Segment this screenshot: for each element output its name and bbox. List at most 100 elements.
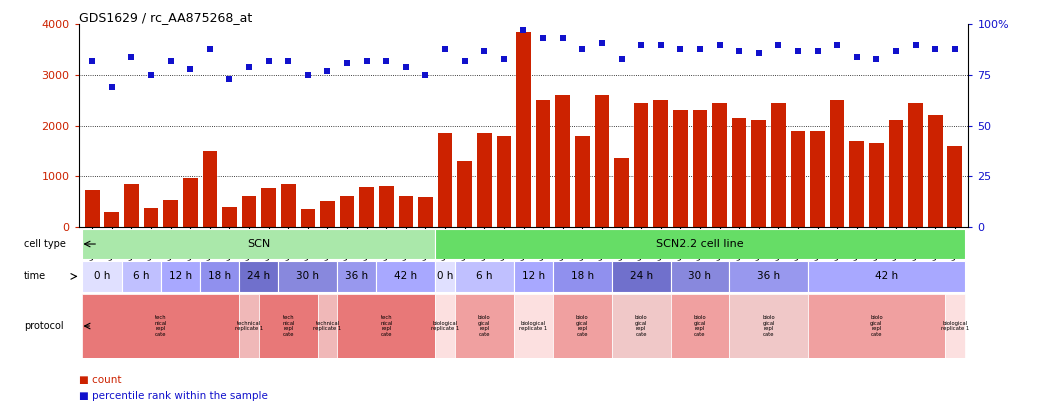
Bar — [514, 261, 553, 292]
Point — [476, 47, 493, 54]
Bar — [320, 202, 335, 227]
Bar — [161, 261, 200, 292]
Text: biological
replicate 1: biological replicate 1 — [431, 321, 460, 331]
Bar — [712, 103, 727, 227]
Bar — [240, 294, 259, 358]
Point — [868, 55, 885, 62]
Bar — [317, 294, 337, 358]
Bar — [849, 141, 864, 227]
Text: 6 h: 6 h — [476, 271, 492, 281]
Bar — [222, 207, 237, 227]
Text: 0 h: 0 h — [94, 271, 110, 281]
Text: tech
nical
repl
cate: tech nical repl cate — [155, 315, 168, 337]
Bar — [633, 103, 648, 227]
Point — [652, 41, 669, 48]
Bar — [496, 136, 511, 227]
Text: protocol: protocol — [24, 321, 63, 331]
Bar — [595, 95, 609, 227]
Bar — [85, 190, 99, 227]
Text: 6 h: 6 h — [133, 271, 150, 281]
Point — [201, 45, 218, 52]
Point — [888, 47, 905, 54]
Point — [241, 64, 258, 70]
Point — [789, 47, 806, 54]
Text: biolo
gical
repl
cate: biolo gical repl cate — [576, 315, 588, 337]
Bar — [83, 229, 436, 259]
Bar — [553, 294, 611, 358]
Bar — [692, 111, 708, 227]
Point — [770, 41, 786, 48]
Bar — [202, 151, 217, 227]
Point — [535, 35, 552, 42]
Bar — [790, 130, 805, 227]
Text: biological
replicate 1: biological replicate 1 — [940, 321, 968, 331]
Bar — [732, 118, 747, 227]
Point — [927, 45, 943, 52]
Bar — [240, 261, 279, 292]
Text: 30 h: 30 h — [689, 271, 711, 281]
Bar — [300, 209, 315, 227]
Bar — [163, 200, 178, 227]
Text: 0 h: 0 h — [437, 271, 453, 281]
Point — [711, 41, 728, 48]
Bar — [611, 261, 670, 292]
Bar — [183, 178, 198, 227]
Text: time: time — [24, 271, 46, 281]
Bar — [514, 294, 553, 358]
Bar — [810, 130, 825, 227]
Text: tech
nical
repl
cate: tech nical repl cate — [380, 315, 393, 337]
Text: biolo
gical
repl
cate: biolo gical repl cate — [478, 315, 491, 337]
Point — [574, 45, 591, 52]
Bar — [399, 196, 414, 227]
Point — [848, 53, 865, 60]
Bar — [575, 136, 589, 227]
Point — [319, 68, 336, 74]
Text: ■ count: ■ count — [79, 375, 121, 385]
Text: 18 h: 18 h — [571, 271, 594, 281]
Bar — [869, 143, 884, 227]
Bar — [83, 294, 240, 358]
Point — [632, 41, 649, 48]
Text: 12 h: 12 h — [169, 271, 192, 281]
Bar — [143, 207, 158, 227]
Point — [672, 45, 689, 52]
Bar — [438, 133, 452, 227]
Point — [515, 27, 532, 34]
Text: biological
replicate 1: biological replicate 1 — [519, 321, 548, 331]
Point — [614, 55, 630, 62]
Text: 42 h: 42 h — [395, 271, 418, 281]
Bar — [436, 294, 454, 358]
Bar — [615, 158, 629, 227]
Bar — [670, 294, 730, 358]
Point — [495, 55, 512, 62]
Text: biolo
gical
repl
cate: biolo gical repl cate — [870, 315, 883, 337]
Bar — [125, 184, 139, 227]
Bar — [807, 294, 945, 358]
Bar — [536, 100, 551, 227]
Point — [417, 72, 433, 78]
Bar — [279, 261, 337, 292]
Point — [751, 49, 767, 56]
Text: SCN2.2 cell line: SCN2.2 cell line — [656, 239, 743, 249]
Bar — [555, 95, 570, 227]
Bar — [945, 294, 964, 358]
Bar — [611, 294, 670, 358]
Point — [829, 41, 846, 48]
Bar — [339, 196, 355, 227]
Bar — [908, 103, 922, 227]
Point — [124, 53, 140, 60]
Bar — [730, 294, 807, 358]
Text: 36 h: 36 h — [757, 271, 780, 281]
Point — [261, 58, 277, 64]
Point — [554, 35, 571, 42]
Bar — [670, 261, 730, 292]
Bar — [948, 146, 962, 227]
Bar — [516, 32, 531, 227]
Bar — [121, 261, 161, 292]
Text: biolo
gical
repl
cate: biolo gical repl cate — [634, 315, 647, 337]
Bar — [262, 188, 276, 227]
Bar — [337, 261, 377, 292]
Text: technical
replicate 1: technical replicate 1 — [235, 321, 263, 331]
Text: 30 h: 30 h — [296, 271, 319, 281]
Text: 18 h: 18 h — [208, 271, 231, 281]
